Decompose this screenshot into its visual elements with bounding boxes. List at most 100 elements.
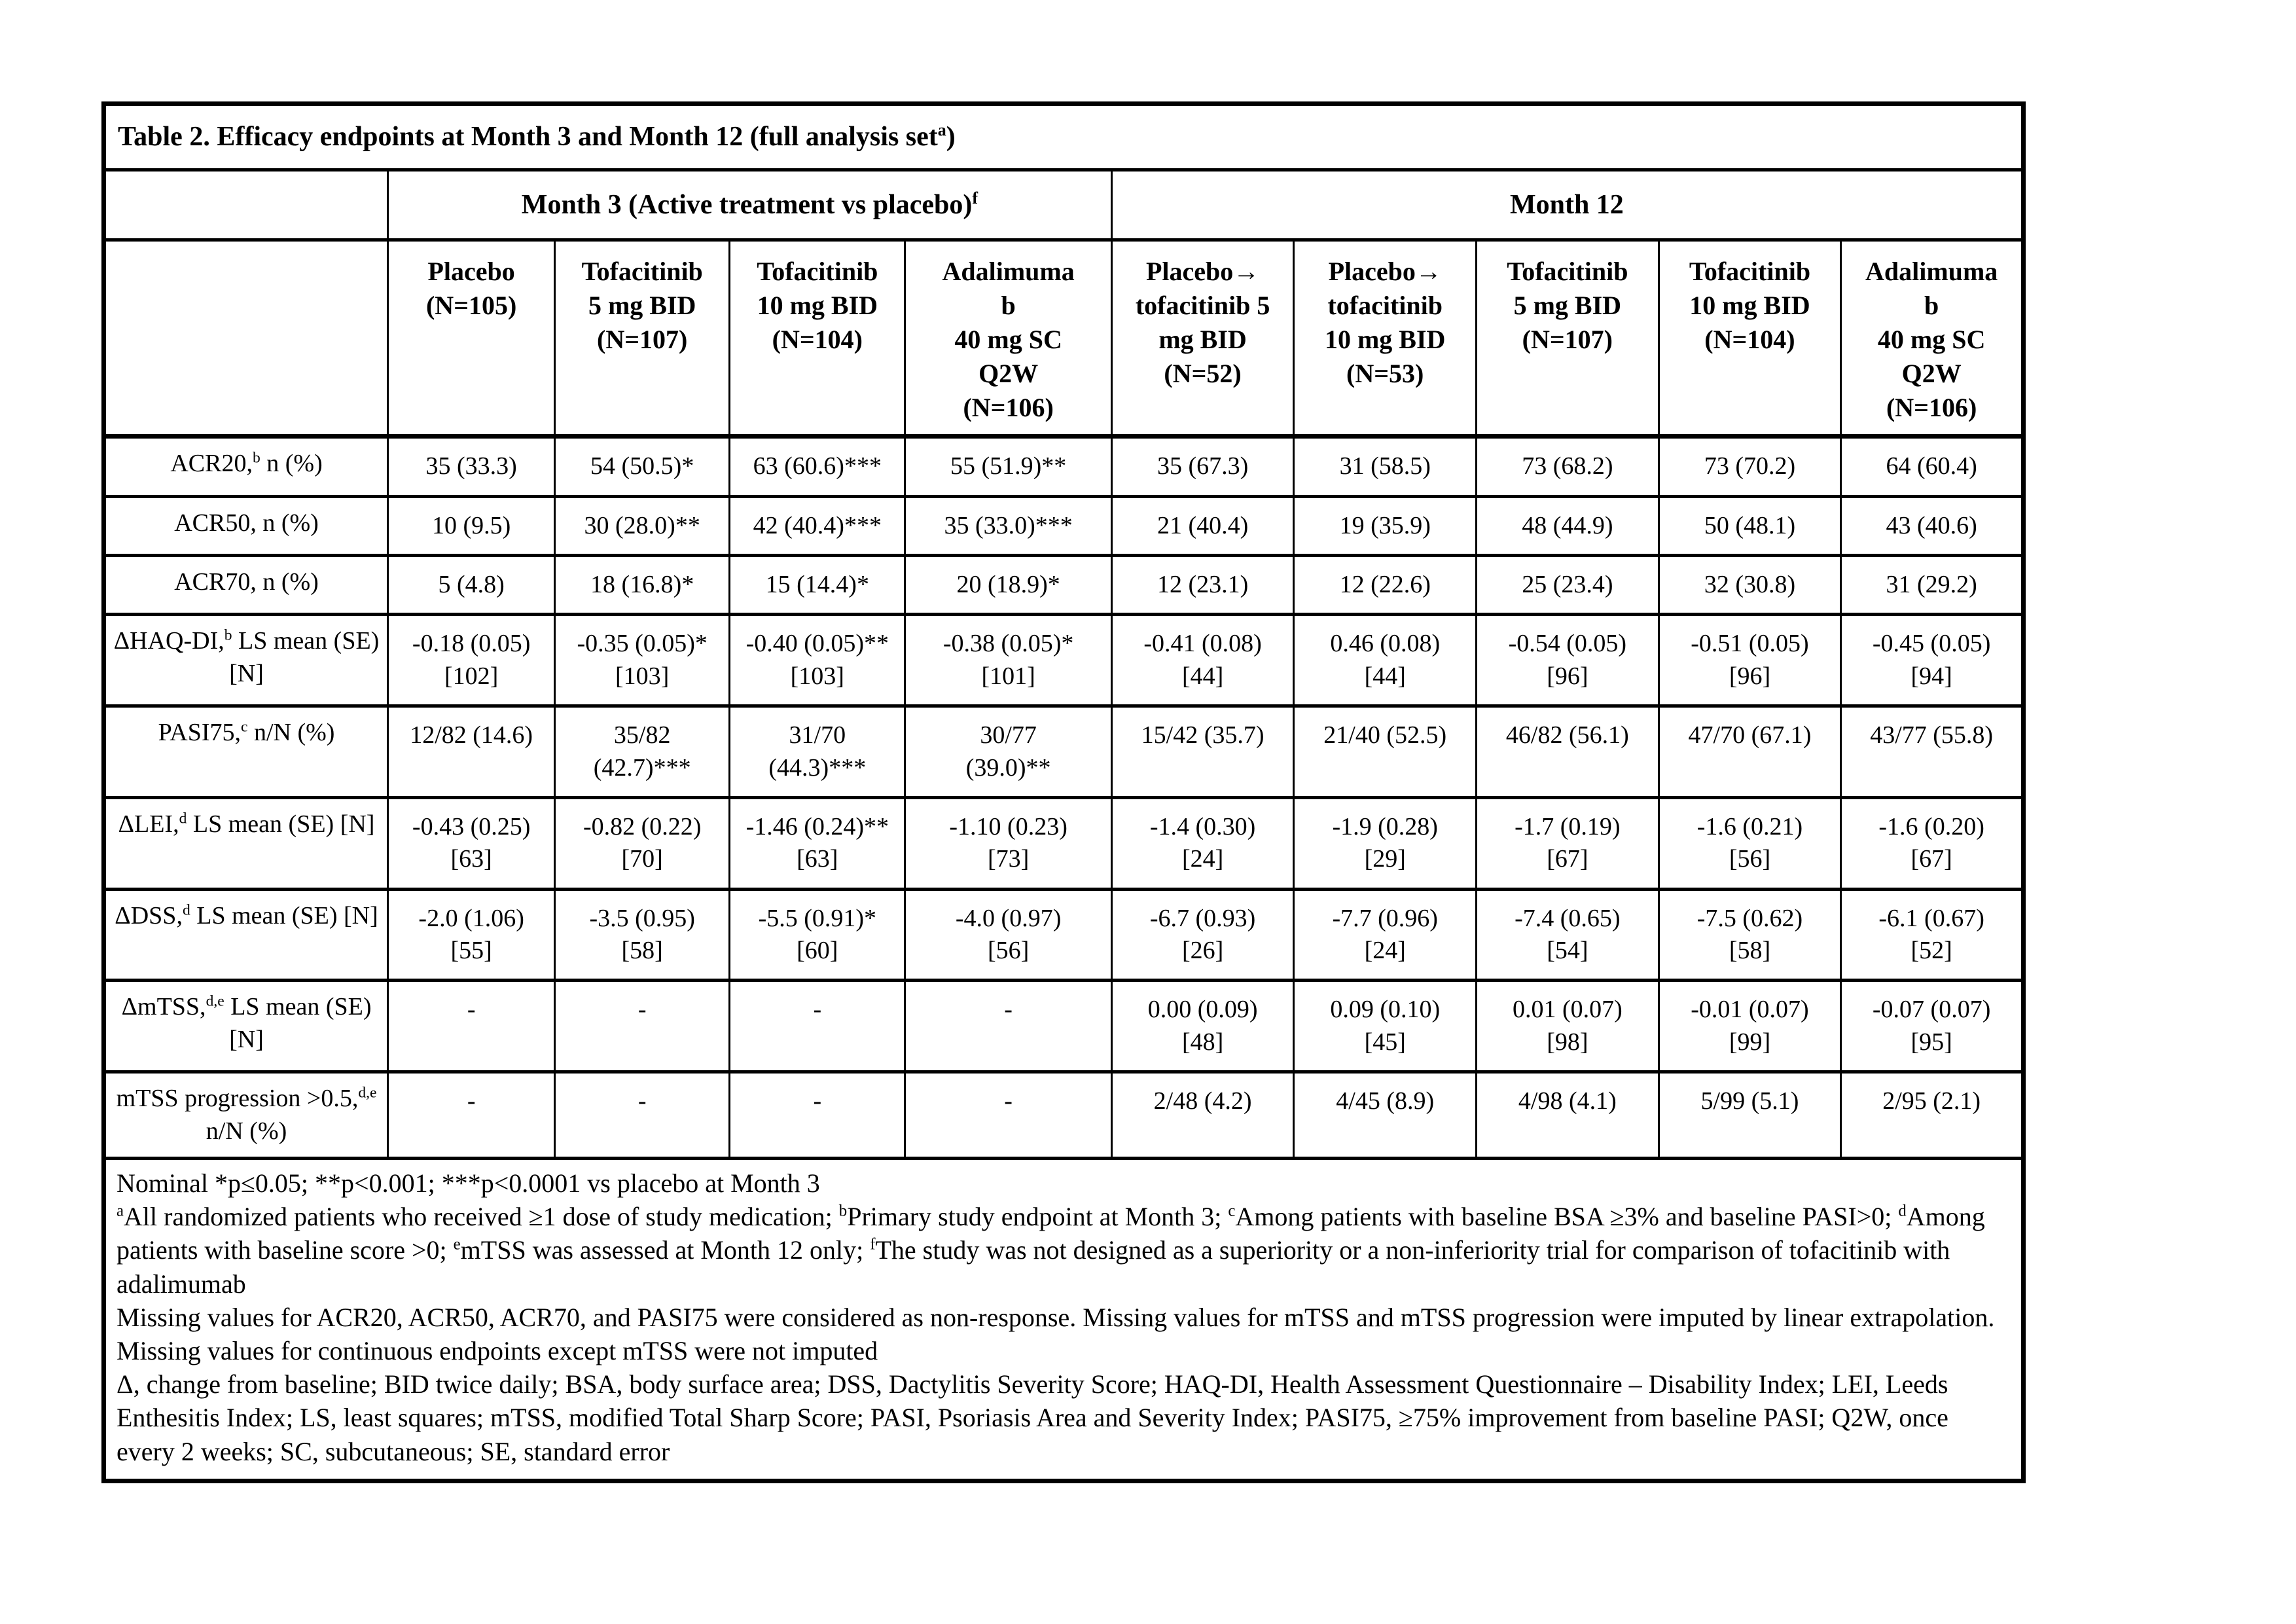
table-cell: 73 (68.2) bbox=[1475, 435, 1660, 498]
table-cell: 4/45 (8.9) bbox=[1293, 1070, 1478, 1161]
table-row: ΔLEI,d LS mean (SE) [N] -0.43 (0.25) [63]… bbox=[102, 795, 2024, 891]
table-cell: 35 (33.3) bbox=[387, 435, 556, 498]
table-cell: 50 (48.1) bbox=[1657, 494, 1842, 557]
footnote-definitions-abc: aAll randomized patients who received ≥1… bbox=[117, 1202, 1985, 1299]
table-cell: -1.46 (0.24)** [63] bbox=[728, 795, 906, 891]
table-row: ΔHAQ-DI,b LS mean (SE) [N] -0.18 (0.05)[… bbox=[102, 613, 2024, 708]
column-header: Tofacitinib 10 mg BID (N=104) bbox=[1657, 238, 1842, 439]
table-row: ΔDSS,d LS mean (SE) [N] -2.0 (1.06) [55] … bbox=[102, 887, 2024, 983]
table-cell: - bbox=[387, 979, 556, 1074]
table-cell: 42 (40.4)*** bbox=[728, 494, 906, 557]
table-cell: -1.10 (0.23) [73] bbox=[904, 795, 1113, 891]
table-cell: 10 (9.5) bbox=[387, 494, 556, 557]
table-cell: 35 (67.3) bbox=[1110, 435, 1295, 498]
table-cell: 0.46 (0.08) [44] bbox=[1293, 613, 1478, 708]
group-header-month12: Month 12 bbox=[1110, 168, 2025, 242]
table-cell: 54 (50.5)* bbox=[554, 435, 731, 498]
column-header-row: Placebo (N=105) Tofacitinib 5 mg BID (N=107… bbox=[102, 238, 2024, 439]
table-cell: -0.82 (0.22) [70] bbox=[554, 795, 731, 891]
table-cell: -7.4 (0.65) [54] bbox=[1475, 887, 1660, 983]
footnote-missing-values: Missing values for ACR20, ACR50, ACR70, … bbox=[117, 1302, 1995, 1365]
footnote-abbreviations: Δ, change from baseline; BID twice daily… bbox=[117, 1369, 1948, 1466]
row-label: ACR50, n (%) bbox=[102, 494, 389, 557]
table-cell: -1.6 (0.20) [67] bbox=[1840, 795, 2024, 891]
table-cell: -0.41 (0.08) [44] bbox=[1110, 613, 1295, 708]
group-header-month3: Month 3 (Active treatment vs placebo)f bbox=[387, 168, 1113, 242]
table-cell: 48 (44.9) bbox=[1475, 494, 1660, 557]
table-cell: 21/40 (52.5) bbox=[1293, 704, 1478, 799]
table-cell: 25 (23.4) bbox=[1475, 553, 1660, 617]
table-cell: -0.40 (0.05)** [103] bbox=[728, 613, 906, 708]
table-cell: 12 (23.1) bbox=[1110, 553, 1295, 617]
column-header: Placebo→ tofacitinib 10 mg BID (N=53) bbox=[1293, 238, 1478, 439]
table-cell: 55 (51.9)** bbox=[904, 435, 1113, 498]
table-cell: 43/77 (55.8) bbox=[1840, 704, 2024, 799]
empty-corner-cell bbox=[102, 168, 389, 242]
table-cell: 2/48 (4.2) bbox=[1110, 1070, 1295, 1161]
table-cell: 32 (30.8) bbox=[1657, 553, 1842, 617]
table-cell: 31 (29.2) bbox=[1840, 553, 2024, 617]
column-header: Adalimuma b 40 mg SC Q2W (N=106) bbox=[904, 238, 1113, 439]
table-cell: 20 (18.9)* bbox=[904, 553, 1113, 617]
group-header-row: Month 3 (Active treatment vs placebo)f M… bbox=[102, 168, 2025, 242]
table-cell: -0.54 (0.05) [96] bbox=[1475, 613, 1660, 708]
table-cell: 19 (35.9) bbox=[1293, 494, 1478, 557]
table-cell: - bbox=[728, 1070, 906, 1161]
table-cell: - bbox=[554, 1070, 731, 1161]
table-cell: - bbox=[904, 1070, 1113, 1161]
table-cell: -1.7 (0.19) [67] bbox=[1475, 795, 1660, 891]
column-header: Tofacitinib 10 mg BID (N=104) bbox=[728, 238, 906, 439]
table-cell: 30 (28.0)** bbox=[554, 494, 731, 557]
row-label: ACR70, n (%) bbox=[102, 553, 389, 617]
empty-corner-cell bbox=[102, 238, 389, 439]
table-cell: 15 (14.4)* bbox=[728, 553, 906, 617]
table-cell: 31/70 (44.3)*** bbox=[728, 704, 906, 799]
row-label: mTSS progression >0.5,d,e n/N (%) bbox=[102, 1070, 389, 1161]
table-cell: 35 (33.0)*** bbox=[904, 494, 1113, 557]
row-label: ΔLEI,d LS mean (SE) [N] bbox=[102, 795, 389, 891]
table-cell: 0.09 (0.10) [45] bbox=[1293, 979, 1478, 1074]
table-cell: 12 (22.6) bbox=[1293, 553, 1478, 617]
table-cell: 0.01 (0.07) [98] bbox=[1475, 979, 1660, 1074]
table-cell: 47/70 (67.1) bbox=[1657, 704, 1842, 799]
table-cell: 64 (60.4) bbox=[1840, 435, 2024, 498]
table-cell: 4/98 (4.1) bbox=[1475, 1070, 1660, 1161]
table-row: ΔmTSS,d,e LS mean (SE) [N] - - - - 0.00 … bbox=[102, 979, 2024, 1074]
table-row: ACR20,b n (%) 35 (33.3) 54 (50.5)* 63 (6… bbox=[102, 435, 2024, 498]
column-header: Placebo (N=105) bbox=[387, 238, 556, 439]
table-cell: -6.7 (0.93) [26] bbox=[1110, 887, 1295, 983]
table-cell: - bbox=[554, 979, 731, 1074]
table-cell: 5 (4.8) bbox=[387, 553, 556, 617]
row-label: PASI75,c n/N (%) bbox=[102, 704, 389, 799]
table-cell: - bbox=[728, 979, 906, 1074]
table-cell: -1.4 (0.30) [24] bbox=[1110, 795, 1295, 891]
row-label: ΔDSS,d LS mean (SE) [N] bbox=[102, 887, 389, 983]
table-row: ACR50, n (%) 10 (9.5) 30 (28.0)** 42 (40… bbox=[102, 494, 2024, 557]
table-cell: 73 (70.2) bbox=[1657, 435, 1842, 498]
table-row: PASI75,c n/N (%) 12/82 (14.6) 35/82 (42.7… bbox=[102, 704, 2024, 799]
table-cell: -0.43 (0.25) [63] bbox=[387, 795, 556, 891]
footnotes-row: Nominal *p≤0.05; **p<0.001; ***p<0.0001 … bbox=[103, 1157, 2024, 1483]
table-cell: -0.35 (0.05)* [103] bbox=[554, 613, 731, 708]
table-cell: -1.6 (0.21) [56] bbox=[1657, 795, 1842, 891]
table-cell: -4.0 (0.97) [56] bbox=[904, 887, 1113, 983]
table-cell: 30/77 (39.0)** bbox=[904, 704, 1113, 799]
table-cell: -2.0 (1.06) [55] bbox=[387, 887, 556, 983]
table-cell: -5.5 (0.91)* [60] bbox=[728, 887, 906, 983]
table-cell: 18 (16.8)* bbox=[554, 553, 731, 617]
column-header: Tofacitinib 5 mg BID (N=107) bbox=[1475, 238, 1660, 439]
table-title: Table 2. Efficacy endpoints at Month 3 a… bbox=[103, 102, 2024, 171]
table-cell: -0.18 (0.05) [102] bbox=[387, 613, 556, 708]
table-cell: -0.07 (0.07) [95] bbox=[1840, 979, 2024, 1074]
footnote-significance: Nominal *p≤0.05; **p<0.001; ***p<0.0001 … bbox=[117, 1168, 820, 1199]
table-cell: -0.38 (0.05)* [101] bbox=[904, 613, 1113, 708]
column-header: Placebo→ tofacitinib 5 mg BID (N=52) bbox=[1110, 238, 1295, 439]
table-cell: - bbox=[387, 1070, 556, 1161]
table-cell: 46/82 (56.1) bbox=[1475, 704, 1660, 799]
table-cell: 31 (58.5) bbox=[1293, 435, 1478, 498]
column-header: Tofacitinib 5 mg BID (N=107) bbox=[554, 238, 731, 439]
table-cell: 2/95 (2.1) bbox=[1840, 1070, 2024, 1161]
table-cell: -3.5 (0.95) [58] bbox=[554, 887, 731, 983]
table-row: mTSS progression >0.5,d,e n/N (%) - - - … bbox=[102, 1070, 2024, 1161]
